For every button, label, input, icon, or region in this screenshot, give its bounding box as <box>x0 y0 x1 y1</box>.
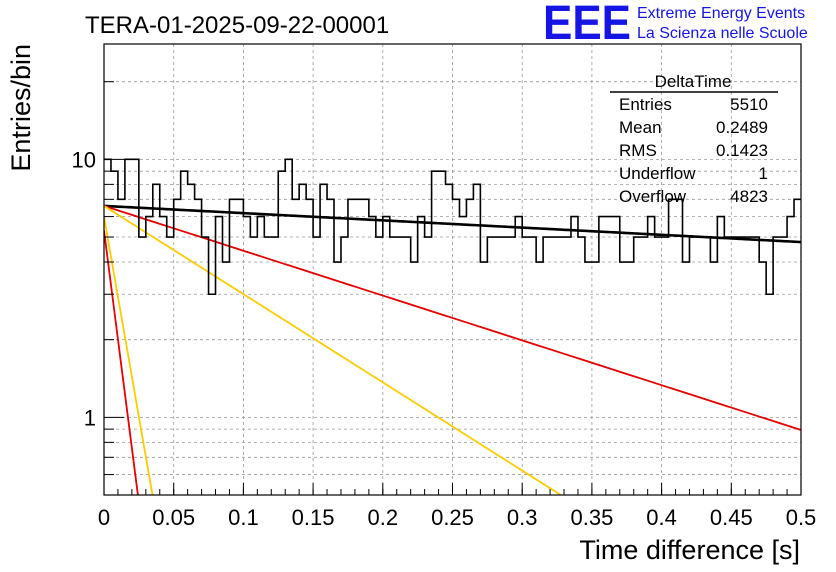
x-tick-label: 0.4 <box>646 505 677 530</box>
x-tick-label: 0.05 <box>152 505 195 530</box>
x-axis-label: Time difference [s] <box>579 535 800 565</box>
y-tick-label: 10 <box>72 147 96 172</box>
axis-ticks: 0 0.05 0.1 0.15 0.2 0.25 0.3 0.35 0.4 0.45 0.5 1 10 <box>72 81 817 530</box>
logo-line-2: La Scienza nelle Scuole <box>637 25 808 42</box>
histogram <box>104 158 801 296</box>
stats-value-underflow: 1 <box>759 164 768 183</box>
fit-curve <box>104 230 139 495</box>
stats-value-entries: 5510 <box>730 95 768 114</box>
fit-curve <box>104 216 154 495</box>
chart-title: TERA-01-2025-09-22-00001 <box>85 12 389 39</box>
stats-label-entries: Entries <box>619 95 672 114</box>
x-tick-label: 0.3 <box>507 505 538 530</box>
x-tick-label: 0.15 <box>292 505 335 530</box>
stats-label-overflow: Overflow <box>619 187 687 206</box>
x-tick-label: 0.5 <box>786 505 817 530</box>
stats-name: DeltaTime <box>655 72 732 91</box>
histogram-steps <box>104 158 801 296</box>
fit-curves <box>104 204 801 495</box>
logo-line-1: Extreme Energy Events <box>637 5 805 22</box>
x-tick-label: 0 <box>98 505 110 530</box>
stats-value-rms: 0.1423 <box>716 141 768 160</box>
stats-label-rms: RMS <box>619 141 657 160</box>
x-tick-label: 0.1 <box>228 505 259 530</box>
stats-value-overflow: 4823 <box>730 187 768 206</box>
x-tick-label: 0.25 <box>431 505 474 530</box>
stats-label-underflow: Underflow <box>619 164 696 183</box>
stats-box: DeltaTime Entries 5510 Mean 0.2489 RMS 0… <box>610 72 778 206</box>
fit-curve <box>104 205 563 495</box>
fit-curve <box>104 204 801 244</box>
x-tick-label: 0.45 <box>710 505 753 530</box>
eee-logo-mark: EEE <box>543 0 631 50</box>
x-tick-label: 0.2 <box>368 505 399 530</box>
y-tick-label: 1 <box>84 405 96 430</box>
y-axis-label: Entries/bin <box>6 44 36 172</box>
x-tick-label: 0.35 <box>570 505 613 530</box>
fit-curve <box>104 205 801 431</box>
stats-label-mean: Mean <box>619 118 662 137</box>
stats-value-mean: 0.2489 <box>716 118 768 137</box>
